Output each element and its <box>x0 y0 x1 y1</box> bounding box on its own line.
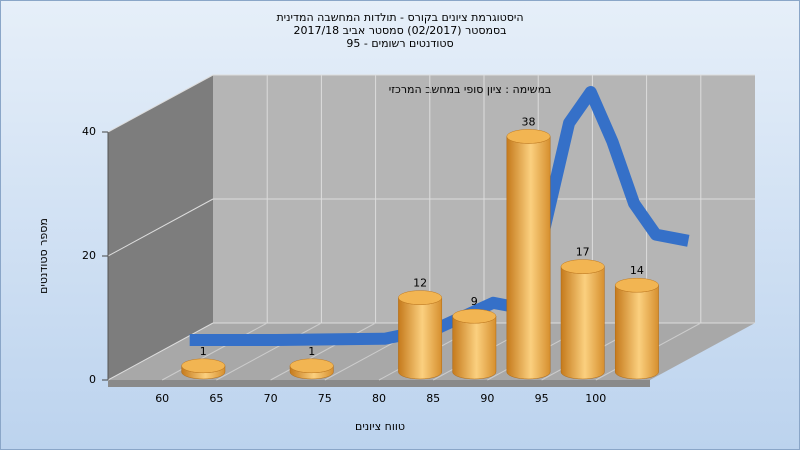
x-tick-label: 75 <box>318 392 332 405</box>
bar <box>506 136 551 380</box>
bar <box>398 297 443 380</box>
x-axis-label: טווח ציונים <box>355 420 405 433</box>
data-label: 12 <box>413 277 427 290</box>
title-line: סטודנטים רשומים - 95 <box>346 37 453 50</box>
data-label: 1 <box>200 345 207 358</box>
x-tick-label: 100 <box>585 392 606 405</box>
bar <box>452 316 497 380</box>
bar-top <box>289 358 334 374</box>
bar <box>560 266 605 380</box>
bar <box>614 285 659 380</box>
y-axis-label: מספר סטודנטים <box>37 218 50 294</box>
x-tick-label: 95 <box>535 392 549 405</box>
bar-top <box>181 358 226 374</box>
data-label: 38 <box>522 115 536 128</box>
x-tick-label: 90 <box>480 392 494 405</box>
x-tick-label: 70 <box>264 392 278 405</box>
bar-top <box>560 259 605 274</box>
grid-line <box>270 322 376 381</box>
bar-top <box>452 308 497 324</box>
bar-top <box>506 129 551 144</box>
grid-line <box>107 74 214 133</box>
y-tick-label: 40 <box>82 125 96 138</box>
floor-edge <box>108 380 650 387</box>
x-tick-label: 60 <box>155 392 169 405</box>
title-line: בסמסטר (02/2017) סמסטר אביב 2017/18 <box>293 24 506 37</box>
x-tick-label: 65 <box>209 392 223 405</box>
x-tick-label: 85 <box>426 392 440 405</box>
data-label: 17 <box>576 246 590 259</box>
bar-top <box>614 277 659 293</box>
data-label: 1 <box>308 345 315 358</box>
grid-line <box>107 198 214 257</box>
y-tick-label: 0 <box>89 373 96 386</box>
data-label: 9 <box>471 295 478 308</box>
x-tick-label: 80 <box>372 392 386 405</box>
title-line: היסטוגרמת ציונים בקורס - תולדות המחשבה ה… <box>276 11 523 24</box>
data-label: 14 <box>630 264 644 277</box>
grid-line <box>107 322 214 381</box>
bar-top <box>398 290 443 305</box>
grid-line <box>161 322 268 381</box>
annotation: במשימה : ציון סופי במחשב המרכזי <box>389 83 552 96</box>
y-tick-label: 20 <box>82 249 96 262</box>
grid-line <box>216 322 322 381</box>
